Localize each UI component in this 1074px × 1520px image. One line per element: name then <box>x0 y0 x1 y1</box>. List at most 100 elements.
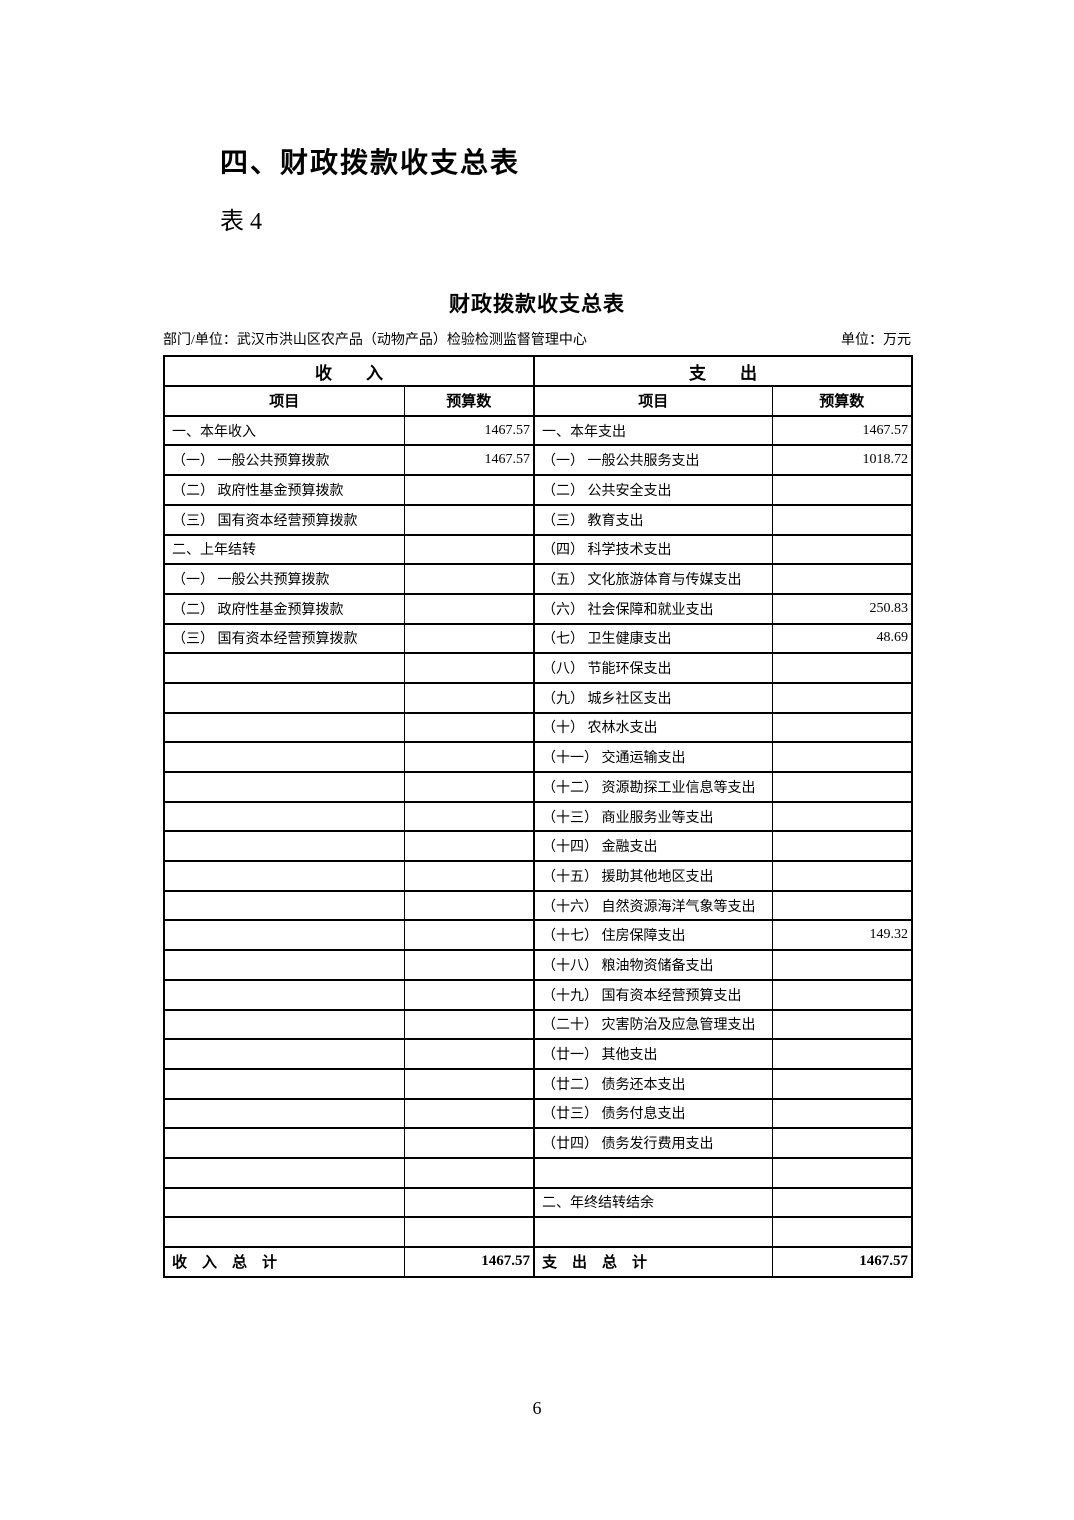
expense-value-cell <box>771 800 913 833</box>
income-value-cell <box>403 1067 535 1100</box>
expense-value-cell <box>771 1038 913 1070</box>
expense-item-cell: （廿二） 债务还本支出 <box>533 1067 773 1100</box>
expense-item-cell: （廿一） 其他支出 <box>533 1038 773 1070</box>
income-value-cell <box>403 592 535 625</box>
expense-item-cell: （四） 科学技术支出 <box>533 533 773 566</box>
table-row: （二） 政府性基金预算拨款 （二） 公共安全支出 <box>163 474 913 506</box>
income-item-cell: 一、本年收入 <box>163 414 405 447</box>
expense-value-cell <box>771 741 913 773</box>
income-item-cell <box>163 652 405 684</box>
table-row: （廿二） 债务还本支出 <box>163 1067 913 1100</box>
income-value-cell: 1467.57 <box>403 444 535 477</box>
table-row: （十） 农林水支出 <box>163 711 913 744</box>
income-value-cell <box>403 1216 535 1248</box>
income-value-cell <box>403 889 535 922</box>
expense-item-cell: 二、年终结转结余 <box>533 1186 773 1219</box>
expense-value-cell <box>771 889 913 922</box>
expense-total-label-cell: 支 出 总 计 <box>533 1246 773 1278</box>
income-item-cell <box>163 800 405 833</box>
expense-value-cell <box>771 503 913 536</box>
income-budget-column-header: 预算数 <box>403 385 535 417</box>
income-item-cell <box>163 978 405 1011</box>
budget-table-body: 一、本年收入 1467.57 一、本年支出 1467.57 （一） 一般公共预算拨款 14… <box>163 414 913 1248</box>
expense-value-cell: 48.69 <box>771 622 913 655</box>
expense-value-cell <box>771 978 913 1011</box>
expense-value-cell: 1018.72 <box>771 444 913 477</box>
page-number: 6 <box>532 1398 542 1418</box>
expense-item-cell: （二十） 灾害防治及应急管理支出 <box>533 1008 773 1041</box>
expense-item-cell: 一、本年支出 <box>533 414 773 447</box>
income-item-cell: 二、上年结转 <box>163 533 405 566</box>
income-item-cell <box>163 1097 405 1130</box>
expense-item-cell: （廿三） 债务付息支出 <box>533 1097 773 1130</box>
income-value-cell <box>403 503 535 536</box>
income-item-column-header: 项目 <box>163 385 405 417</box>
income-item-cell <box>163 741 405 773</box>
expense-value-cell <box>771 1067 913 1100</box>
income-value-cell <box>403 1127 535 1159</box>
income-value-cell <box>403 978 535 1011</box>
expense-item-cell: （十八） 粮油物资储备支出 <box>533 949 773 981</box>
expense-value-cell <box>771 681 913 714</box>
expense-item-cell: （廿四） 债务发行费用支出 <box>533 1127 773 1159</box>
expense-value-cell: 149.32 <box>771 919 913 952</box>
table-row: 二、年终结转结余 <box>163 1186 913 1219</box>
expense-item-cell: （八） 节能环保支出 <box>533 652 773 684</box>
document-page: 四、财政拨款收支总表 表 4 财政拨款收支总表 部门/单位：武汉市洪山区农产品（… <box>163 147 913 1418</box>
income-total-label-cell: 收 入 总 计 <box>163 1246 405 1278</box>
income-item-cell <box>163 889 405 922</box>
expense-value-cell <box>771 1008 913 1041</box>
expense-budget-column-header: 预算数 <box>771 385 913 417</box>
table-row: （十二） 资源勘探工业信息等支出 <box>163 771 913 803</box>
income-value-cell <box>403 711 535 744</box>
table-row: （十五） 援助其他地区支出 <box>163 860 913 892</box>
income-value-cell <box>403 949 535 981</box>
income-total-value-cell: 1467.57 <box>403 1246 535 1278</box>
expense-value-cell <box>771 1186 913 1219</box>
income-value-cell <box>403 741 535 773</box>
income-value-cell <box>403 1008 535 1041</box>
expense-item-cell: （六） 社会保障和就业支出 <box>533 592 773 625</box>
income-item-cell <box>163 771 405 803</box>
table-row: （十三） 商业服务业等支出 <box>163 800 913 833</box>
income-section-header: 收 入 <box>163 355 535 388</box>
income-value-cell <box>403 830 535 863</box>
income-value-cell <box>403 800 535 833</box>
income-item-cell <box>163 830 405 863</box>
column-header-row: 项目 预算数 项目 预算数 <box>163 385 913 417</box>
expense-item-cell: （七） 卫生健康支出 <box>533 622 773 655</box>
expense-item-cell: （三） 教育支出 <box>533 503 773 536</box>
income-value-cell <box>403 681 535 714</box>
table-row: （十一） 交通运输支出 <box>163 741 913 773</box>
expense-value-cell <box>771 1127 913 1159</box>
income-value-cell <box>403 652 535 684</box>
income-value-cell <box>403 1097 535 1130</box>
table-row: （十六） 自然资源海洋气象等支出 <box>163 889 913 922</box>
table-row: （九） 城乡社区支出 <box>163 681 913 714</box>
expense-item-column-header: 项目 <box>533 385 773 417</box>
expense-item-cell <box>533 1156 773 1189</box>
expense-item-cell: （十二） 资源勘探工业信息等支出 <box>533 771 773 803</box>
department-unit-label: 部门/单位：武汉市洪山区农产品（动物产品）检验检测监督管理中心 <box>163 332 587 348</box>
table-row: （三） 国有资本经营预算拨款 （三） 教育支出 <box>163 503 913 536</box>
income-item-cell: （三） 国有资本经营预算拨款 <box>163 622 405 655</box>
total-row: 收 入 总 计 1467.57 支 出 总 计 1467.57 <box>163 1246 913 1278</box>
expense-total-value-cell: 1467.57 <box>771 1246 913 1278</box>
income-item-cell <box>163 1186 405 1219</box>
table-row: （八） 节能环保支出 <box>163 652 913 684</box>
table-row: （二） 政府性基金预算拨款 （六） 社会保障和就业支出 250.83 <box>163 592 913 625</box>
table-row <box>163 1216 913 1248</box>
table-row: （廿三） 债务付息支出 <box>163 1097 913 1130</box>
table-row: （一） 一般公共预算拨款 1467.57 （一） 一般公共服务支出 1018.72 <box>163 444 913 477</box>
expense-item-cell <box>533 1216 773 1248</box>
expense-value-cell <box>771 830 913 863</box>
expense-value-cell <box>771 474 913 506</box>
budget-table: 收 入 支 出 项目 预算数 项目 预算数 一、本年收入 1467.57 一、本年支… <box>163 355 913 1278</box>
expense-value-cell <box>771 860 913 892</box>
income-value-cell <box>403 919 535 952</box>
table-row: （廿四） 债务发行费用支出 <box>163 1127 913 1159</box>
table-row: （十四） 金融支出 <box>163 830 913 863</box>
table-row: （十九） 国有资本经营预算支出 <box>163 978 913 1011</box>
income-item-cell <box>163 860 405 892</box>
income-value-cell <box>403 622 535 655</box>
